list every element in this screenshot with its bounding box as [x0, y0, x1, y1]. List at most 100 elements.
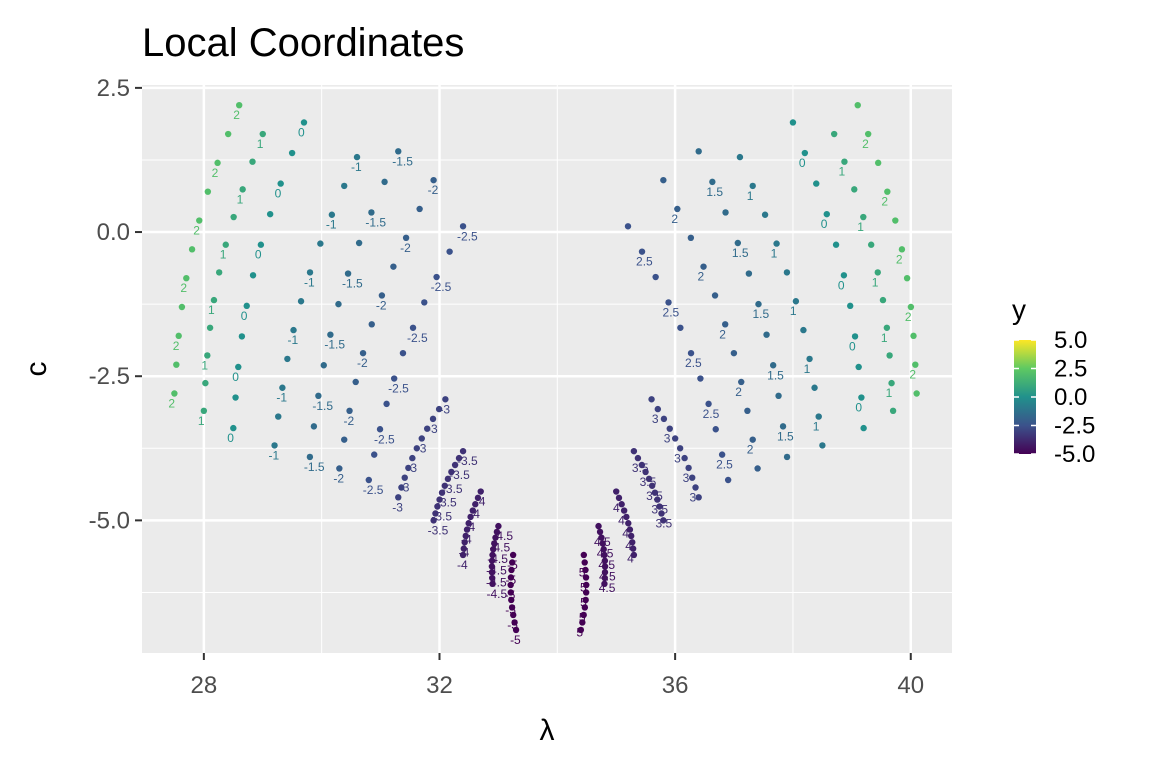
point-label: -1 [288, 333, 299, 347]
data-point [465, 520, 472, 527]
point-label: 1 [886, 386, 893, 400]
point-label: 0 [849, 339, 856, 353]
data-point [249, 272, 257, 279]
data-point [674, 205, 681, 213]
point-label: -3.5 [457, 454, 478, 468]
point-label: 1 [747, 189, 754, 203]
point-label: 2 [212, 166, 219, 180]
data-point [395, 494, 402, 501]
data-point [202, 379, 209, 387]
point-label: 1 [872, 275, 879, 289]
point-label: -3 [439, 402, 450, 416]
point-label: -4 [457, 558, 468, 572]
point-label: 4 [622, 526, 629, 540]
data-point [297, 298, 305, 305]
point-label: -2.5 [363, 483, 384, 497]
data-point [390, 263, 397, 270]
point-label: 4 [625, 539, 632, 553]
point-label: -1 [276, 391, 287, 405]
point-label: 1 [838, 165, 845, 179]
data-point [277, 180, 284, 187]
data-point [761, 211, 769, 218]
data-point [230, 424, 237, 432]
point-label: 0 [232, 370, 239, 384]
point-label: 1 [813, 420, 820, 434]
point-label: -4 [469, 507, 480, 521]
point-label: 2 [719, 327, 726, 341]
data-point [907, 303, 915, 311]
data-point [851, 186, 858, 193]
point-label: 2 [896, 252, 903, 266]
data-point [352, 378, 359, 386]
data-point [841, 158, 848, 165]
data-point [429, 415, 437, 423]
point-label: -1 [304, 275, 315, 289]
x-axis-title: λ [540, 714, 555, 747]
point-label: -3 [416, 441, 427, 455]
point-label: 1.5 [732, 246, 749, 260]
data-point [381, 178, 388, 186]
data-point [210, 296, 218, 304]
data-point [288, 149, 296, 157]
point-label: -5 [507, 618, 518, 632]
point-label: 2.5 [703, 407, 720, 421]
data-point [910, 332, 917, 340]
point-label: -3 [406, 461, 417, 475]
data-point [811, 384, 818, 391]
data-point [665, 299, 672, 306]
point-label: 2.5 [716, 458, 733, 472]
point-label: -2 [428, 183, 439, 197]
data-point [580, 551, 588, 559]
data-point [864, 130, 872, 138]
data-point [773, 240, 780, 247]
data-point [355, 239, 363, 247]
point-label: 5 [576, 625, 583, 639]
data-point [582, 566, 589, 574]
data-point [692, 484, 699, 491]
data-point [648, 396, 655, 403]
point-label: -2.5 [407, 331, 428, 345]
point-label: 2 [193, 224, 200, 238]
data-point [365, 476, 372, 484]
data-point [858, 394, 865, 401]
point-label: -4 [459, 545, 470, 559]
data-point [259, 130, 266, 138]
point-label: 3.5 [651, 503, 668, 517]
data-point [860, 213, 867, 221]
data-point [183, 274, 190, 282]
data-point [712, 426, 719, 433]
data-point [874, 159, 882, 167]
data-point [279, 384, 286, 391]
data-point [645, 475, 653, 483]
data-point [490, 546, 497, 553]
data-point [507, 581, 514, 589]
data-point [722, 209, 729, 216]
data-point [601, 551, 608, 559]
data-point [709, 178, 716, 186]
data-point [705, 400, 712, 408]
point-label: -3.5 [431, 510, 452, 524]
data-point [792, 298, 800, 305]
data-point [634, 454, 642, 462]
point-label: 2.5 [685, 356, 702, 370]
data-point [328, 211, 336, 218]
point-label: 4 [618, 514, 625, 528]
data-point [509, 551, 517, 559]
point-label: 2 [168, 397, 175, 411]
point-label: 1 [220, 248, 227, 262]
data-point [239, 186, 246, 193]
data-point [488, 569, 496, 576]
data-point [236, 101, 243, 109]
point-label: 1 [208, 303, 215, 317]
data-point [459, 551, 467, 559]
data-point [243, 302, 250, 310]
point-label: 4 [613, 501, 620, 515]
point-label: -5 [505, 573, 516, 587]
point-label: 4.5 [599, 581, 616, 595]
data-point [879, 296, 887, 304]
data-point [390, 375, 398, 382]
data-point [416, 205, 423, 213]
data-point [789, 119, 797, 126]
data-point [173, 361, 180, 368]
point-label: -2 [400, 241, 411, 255]
